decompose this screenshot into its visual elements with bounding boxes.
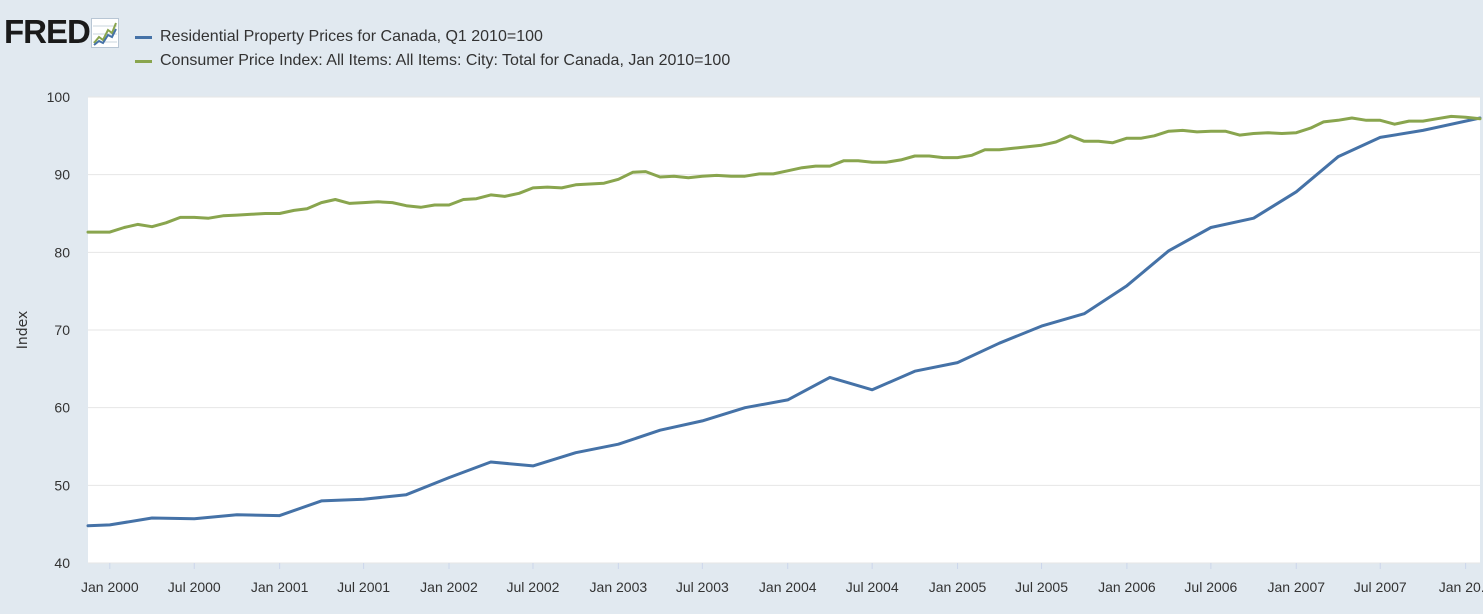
x-tick-label-10: Jan 2005 (929, 579, 987, 595)
x-tick-label-2: Jan 2001 (251, 579, 309, 595)
y-tick-label-40: 40 (54, 555, 70, 571)
legend-label: Residential Property Prices for Canada, … (160, 28, 543, 45)
x-tick-label-0: Jan 2000 (81, 579, 139, 595)
x-tick-label-15: Jul 2007 (1354, 579, 1407, 595)
y-axis-ticks: 40 50 60 70 80 90 100 (47, 89, 71, 571)
x-tick-label-9: Jul 2004 (846, 579, 899, 595)
x-tick-label-11: Jul 2005 (1015, 579, 1068, 595)
x-tick-label-4: Jan 2002 (420, 579, 478, 595)
x-tick-label-5: Jul 2002 (507, 579, 560, 595)
legend-label: Consumer Price Index: All Items: All Ite… (160, 52, 731, 69)
x-axis-ticks: Jan 2000 Jul 2000 Jan 2001 Jul 2001 Jan 2002… (81, 563, 1483, 595)
x-tick-label-12: Jan 2006 (1098, 579, 1156, 595)
y-tick-label-70: 70 (54, 322, 70, 338)
y-tick-label-60: 60 (54, 400, 70, 416)
x-tick-label-8: Jan 2004 (759, 579, 817, 595)
y-tick-label-90: 90 (54, 167, 70, 183)
x-tick-label-1: Jul 2000 (168, 579, 221, 595)
series-lines (86, 114, 1482, 528)
legend-swatch-green (135, 59, 152, 63)
fred-logo-text: FRED (4, 13, 91, 50)
x-tick-label-3: Jul 2001 (337, 579, 390, 595)
series-line-1[interactable] (86, 114, 1482, 234)
legend-item-residential-property-prices[interactable]: Residential Property Prices for Canada, … (135, 25, 730, 49)
legend-item-consumer-price-index[interactable]: Consumer Price Index: All Items: All Ite… (135, 49, 730, 73)
y-tick-label-80: 80 (54, 244, 70, 260)
grid-lines (88, 96, 1480, 564)
legend-swatch-blue (135, 35, 152, 39)
fred-logo[interactable]: FRED (4, 14, 119, 54)
series-line-0[interactable] (86, 116, 1482, 528)
y-axis-title: Index (15, 311, 31, 350)
y-tick-label-50: 50 (54, 477, 70, 493)
chart-legend: Residential Property Prices for Canada, … (135, 25, 730, 73)
line-chart-icon (90, 18, 119, 48)
x-tick-label-14: Jan 2007 (1267, 579, 1325, 595)
x-tick-label-6: Jan 2003 (590, 579, 648, 595)
x-tick-label-16: Jan 20... (1439, 579, 1483, 595)
x-tick-label-7: Jul 2003 (676, 579, 729, 595)
y-tick-label-100: 100 (47, 89, 71, 105)
x-tick-label-13: Jul 2006 (1184, 579, 1237, 595)
